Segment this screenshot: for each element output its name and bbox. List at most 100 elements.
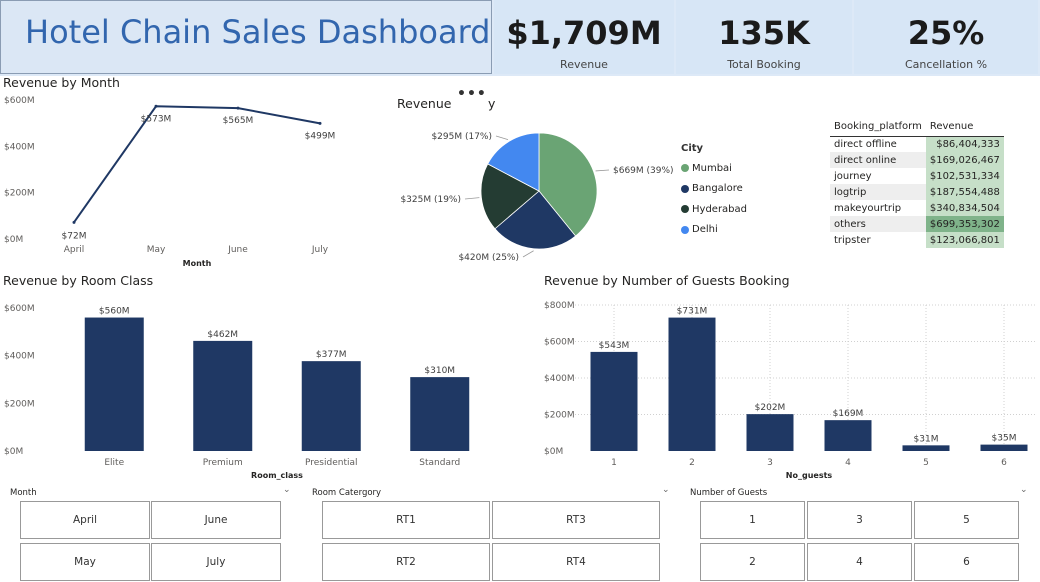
room-option-rt3[interactable]: RT3 [492, 501, 660, 539]
leader-line [464, 197, 480, 200]
month-option-june[interactable]: June [151, 501, 281, 539]
guests-chart-title: Revenue by Number of Guests Booking [544, 273, 790, 288]
y-tick-label: $800M [544, 301, 575, 311]
y-tick-label: $400M [544, 374, 575, 384]
legend-item[interactable]: Bangalore [681, 179, 747, 200]
month-option-july[interactable]: July [151, 543, 281, 581]
kpi-value: $1,709M [506, 14, 662, 52]
more-options-icon[interactable]: ••• [457, 86, 487, 102]
bar [590, 351, 638, 451]
slice-label: $325M (19%) [400, 195, 461, 205]
data-label: $35M [992, 434, 1017, 444]
data-label: $565M [223, 116, 254, 126]
month-slicer-header: Month [10, 488, 37, 498]
y-tick-label: $400M [4, 142, 35, 152]
revenue-header[interactable]: Revenue [925, 118, 1004, 137]
platform-header[interactable]: Booking_platform [830, 118, 926, 137]
platform-cell: tripster [834, 234, 871, 246]
month-option-april[interactable]: April [20, 501, 150, 539]
data-label: $573M [141, 114, 172, 124]
room-option-rt4[interactable]: RT4 [492, 543, 660, 581]
kpi-value: 25% [907, 14, 985, 52]
kpi-label: Revenue [560, 58, 608, 71]
city-legend: Mumbai Bangalore Hyderabad Delhi [681, 158, 747, 240]
legend-dot-icon [681, 184, 689, 193]
data-label: $462M [207, 330, 238, 340]
chevron-down-icon[interactable]: ⌄ [662, 485, 670, 495]
guests-option-3[interactable]: 3 [807, 501, 912, 539]
pie-slice [494, 190, 577, 250]
slice-label: $420M (25%) [458, 253, 519, 263]
platform-cell: direct offline [834, 138, 897, 150]
month-option-may[interactable]: May [20, 543, 150, 581]
guests-bar-chart[interactable]: $800M $600M $400M $200M $0M $543M 1 $731M 2 $202M… [540, 290, 1035, 482]
y-tick-label: $0M [4, 447, 23, 457]
revenue-cell: $123,066,801 [925, 232, 1004, 248]
y-tick-label: $0M [544, 447, 563, 457]
data-point [236, 106, 240, 110]
table-row[interactable]: direct online $169,026,467 [830, 152, 1004, 168]
city-pie-chart[interactable]: $669M (39%) $420M (25%) $325M (19%) $295M (… [395, 118, 685, 268]
month-line-chart[interactable]: $600M $400M $200M $0M $72M April $573M May $565M… [0, 90, 370, 270]
bar [746, 414, 794, 451]
kpi-label: Cancellation % [904, 58, 988, 71]
chevron-down-icon[interactable]: ⌄ [1020, 485, 1028, 495]
y-tick-label: $600M [4, 304, 35, 314]
guests-option-2[interactable]: 2 [700, 543, 805, 581]
table-row[interactable]: logtrip $187,554,488 [830, 184, 1004, 200]
table-row[interactable]: tripster $123,066,801 [830, 232, 1004, 248]
room-bar-chart[interactable]: $600M $400M $200M $0M $560M Elite $462M Premium… [0, 290, 500, 482]
slice-label: $669M (39%) [613, 166, 674, 176]
platform-table-container: Booking_platform Revenue direct offline $… [830, 118, 1004, 248]
city-chart-title-tail: y [488, 96, 496, 111]
chevron-down-icon[interactable]: ⌄ [283, 485, 291, 495]
data-label: $72M [62, 231, 87, 241]
data-point [318, 121, 322, 125]
leader-line [495, 135, 509, 140]
bar [824, 420, 872, 451]
table-row[interactable]: journey $102,531,334 [830, 168, 1004, 184]
kpi-card-revenue: $1,709M Revenue [494, 0, 674, 74]
revenue-cell: $187,554,488 [925, 184, 1004, 200]
bar [84, 317, 144, 451]
revenue-cell: $102,531,334 [925, 168, 1004, 184]
data-label: $731M [677, 307, 708, 317]
table-row[interactable]: others $699,353,302 [830, 216, 1004, 232]
data-label: $377M [316, 350, 347, 360]
y-tick-label: $400M [4, 352, 35, 362]
guests-option-5[interactable]: 5 [914, 501, 1019, 539]
legend-label: Bangalore [692, 183, 743, 195]
guests-option-4[interactable]: 4 [807, 543, 912, 581]
y-tick-label: $0M [4, 235, 23, 245]
legend-dot-icon [681, 164, 689, 173]
kpi-card-total-booking: 135K Total Booking [676, 0, 852, 74]
month-chart-title: Revenue by Month [3, 75, 120, 90]
revenue-cell: $699,353,302 [925, 216, 1004, 232]
y-tick-label: $200M [4, 399, 35, 409]
legend-label: Mumbai [692, 162, 732, 174]
platform-cell: logtrip [830, 184, 926, 200]
data-label: $499M [305, 131, 336, 141]
room-option-rt2[interactable]: RT2 [322, 543, 490, 581]
x-axis-title: Room_class [251, 471, 303, 480]
table-row[interactable]: direct offline $86,404,333 [830, 136, 1004, 152]
legend-label: Hyderabad [692, 203, 747, 215]
x-tick-label: 1 [611, 458, 617, 468]
legend-item[interactable]: Delhi [681, 220, 747, 241]
bar [902, 445, 950, 451]
table-row[interactable]: makeyourtrip $340,834,504 [830, 200, 1004, 216]
legend-item[interactable]: Hyderabad [681, 199, 747, 220]
legend-item[interactable]: Mumbai [681, 158, 747, 179]
x-tick-label: May [147, 245, 166, 255]
bar [410, 377, 470, 451]
room-option-rt1[interactable]: RT1 [322, 501, 490, 539]
data-point [154, 104, 158, 108]
kpi-card-cancellation: 25% Cancellation % [854, 0, 1038, 74]
data-point [72, 220, 76, 224]
leader-line [522, 250, 534, 258]
platform-table: Booking_platform Revenue direct offline $… [830, 118, 1004, 248]
guests-option-6[interactable]: 6 [914, 543, 1019, 581]
guests-option-1[interactable]: 1 [700, 501, 805, 539]
x-tick-label: 2 [689, 458, 695, 468]
guests-slicer-header: Number of Guests [690, 488, 768, 498]
